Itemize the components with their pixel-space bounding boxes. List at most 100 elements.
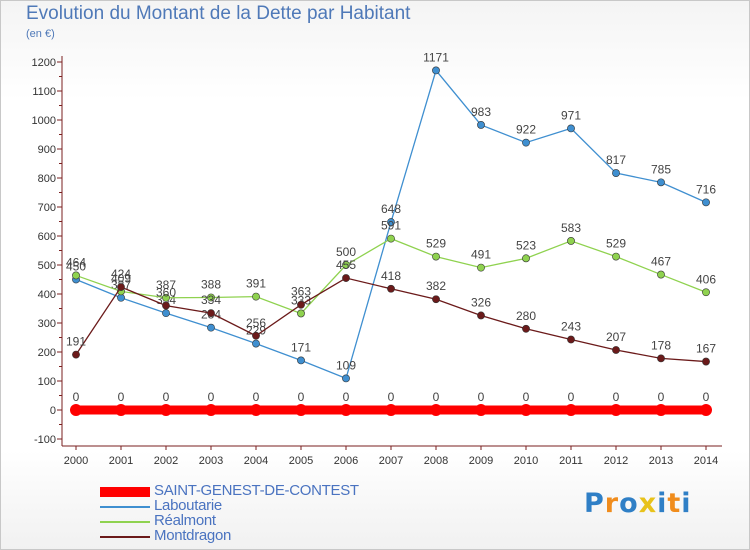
legend-label: Montdragon [154,527,232,544]
y-tick-label: 1100 [32,86,56,98]
data-point [477,121,485,129]
data-label: 0 [613,390,620,404]
data-label: 333 [291,293,311,307]
data-label: 391 [246,277,266,291]
data-label: 785 [651,162,671,176]
data-point [295,404,307,416]
data-point [657,354,665,363]
data-point [522,254,530,263]
legend-swatch [100,506,150,508]
data-label: 0 [118,390,125,404]
data-label: 500 [336,245,356,259]
data-label: 983 [471,105,491,119]
logo-letter: x [638,488,658,519]
data-point [297,309,305,318]
data-point [207,309,215,318]
data-point [297,300,305,309]
data-label: 0 [388,390,395,404]
data-label: 0 [73,390,80,404]
data-point [207,293,215,302]
legend-swatch [100,521,150,523]
proxiti-logo: Proxiti [584,488,692,519]
y-tick-label: 100 [38,376,56,388]
data-point [477,263,485,272]
x-tick-label: 2006 [334,455,358,467]
x-tick-label: 2007 [379,455,403,467]
logo-letter: P [584,488,605,519]
data-label: 229 [246,324,266,338]
data-point [565,404,577,416]
data-point [567,335,575,344]
data-label: 467 [651,255,671,269]
data-label: 583 [561,221,581,235]
data-point [477,311,485,320]
y-tick-label: 1200 [32,57,56,69]
data-point [432,252,440,261]
data-point [342,274,350,282]
logo-letter: t [667,488,682,519]
data-label: 256 [246,316,266,330]
x-tick-label: 2005 [289,455,313,467]
data-point [205,404,217,416]
legend-label: Laboutarie [154,497,222,514]
data-label: 191 [66,335,86,349]
data-point [522,138,530,147]
data-label: 0 [433,390,440,404]
data-label: 0 [298,390,305,404]
data-label: 464 [66,255,86,269]
data-label: 716 [696,182,716,196]
data-point [340,404,352,416]
data-point [612,252,620,261]
logo-letter: i [657,488,668,519]
data-label: 922 [516,123,536,137]
data-label: 0 [523,390,530,404]
data-point [162,293,170,302]
data-point [657,270,665,279]
series-laboutarie: 4503873342842291711096481171983922971817… [66,50,716,383]
data-label: 424 [111,267,131,281]
data-point [657,178,665,187]
y-tick-label: 700 [38,202,56,214]
data-point [567,124,575,133]
data-label: 243 [561,320,581,334]
x-tick-label: 2013 [649,455,673,467]
data-point [250,404,262,416]
logo-letter: r [604,488,620,519]
data-point [387,234,395,243]
data-label: 591 [381,219,401,233]
data-point [702,198,710,207]
x-tick-label: 2002 [154,455,178,467]
data-point [72,271,80,280]
x-tick-label: 2003 [199,455,223,467]
data-label: 409 [111,271,131,285]
data-label: 382 [426,279,446,293]
data-point [252,339,260,348]
y-tick-label: 300 [38,318,56,330]
data-label: 418 [381,269,401,283]
data-label: 171 [291,340,311,354]
x-tick-label: 2010 [514,455,538,467]
data-point [432,295,440,304]
data-label: 334 [201,293,221,307]
data-point [432,66,440,75]
data-label: 207 [606,330,626,344]
data-point [252,292,260,301]
x-tick-label: 2001 [109,455,133,467]
data-point [297,356,305,365]
data-point [475,404,487,416]
data-label: 280 [516,309,536,323]
data-point [117,283,125,291]
y-tick-label: 500 [38,260,56,272]
x-tick-label: 2009 [469,455,493,467]
data-label: 360 [156,286,176,300]
data-label: 0 [343,390,350,404]
y-tick-label: -100 [34,434,56,446]
data-label: 0 [703,390,710,404]
data-label: 388 [201,277,221,291]
data-label: 326 [471,295,491,309]
data-label: 0 [478,390,485,404]
data-point [385,404,397,416]
legend-label: Réalmont [154,512,216,529]
data-label: 491 [471,248,491,262]
data-point [430,404,442,416]
